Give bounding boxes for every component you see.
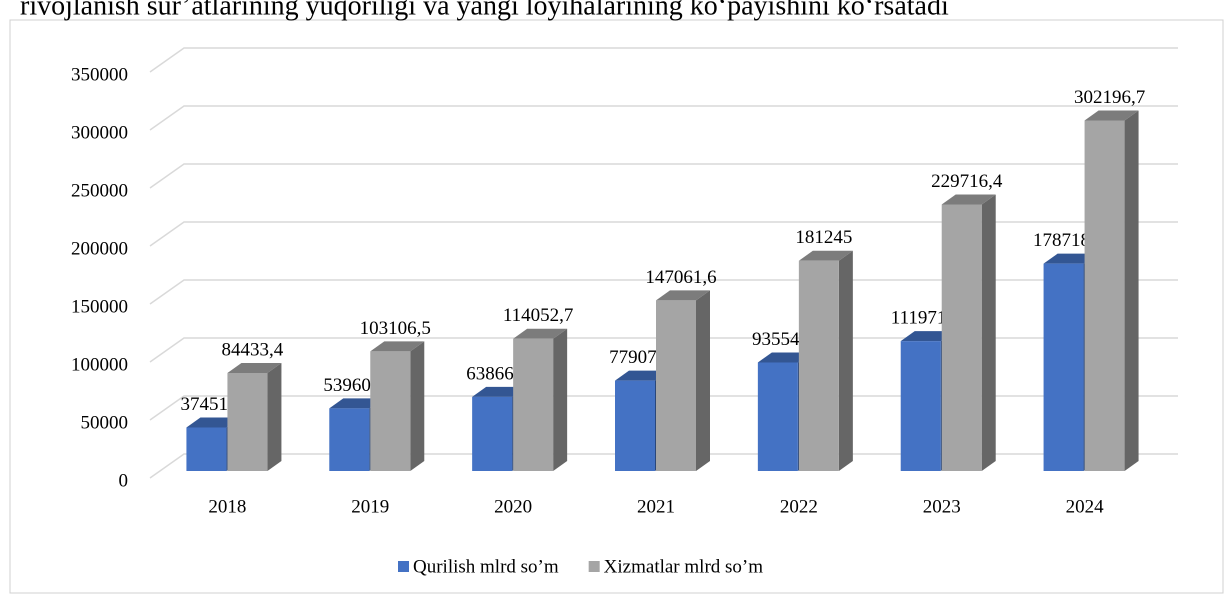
y-tick-label: 250000 bbox=[71, 180, 128, 201]
data-label: 53960,9 bbox=[323, 375, 385, 396]
bar-top bbox=[513, 328, 568, 339]
x-tick-label: 2021 bbox=[637, 496, 675, 517]
grid-line bbox=[149, 221, 1178, 247]
data-label: 93554,5 bbox=[752, 329, 814, 350]
bar-top bbox=[227, 363, 282, 374]
y-tick-label: 300000 bbox=[71, 122, 128, 143]
data-label: 302196,7 bbox=[1074, 87, 1145, 108]
bar-side bbox=[553, 328, 568, 471]
bar-front bbox=[900, 341, 941, 471]
chart-frame bbox=[9, 19, 1224, 594]
bar-top bbox=[757, 352, 812, 363]
bar-side bbox=[410, 341, 425, 471]
bar bbox=[370, 341, 425, 471]
x-tick-label: 2022 bbox=[780, 496, 818, 517]
bar-front bbox=[798, 260, 839, 471]
data-label: 77907,1 bbox=[609, 347, 671, 368]
x-tick-label: 2020 bbox=[494, 496, 532, 517]
x-tick-label: 2024 bbox=[1066, 496, 1105, 517]
data-label: 37451,7 bbox=[181, 394, 243, 415]
grid-line bbox=[149, 163, 1178, 189]
bar-front bbox=[656, 300, 696, 471]
bar-top bbox=[656, 290, 710, 301]
bar bbox=[1084, 110, 1139, 471]
bar-front bbox=[615, 380, 655, 471]
bar-front bbox=[227, 373, 268, 471]
legend-label: Qurilish mlrd so’m bbox=[413, 556, 559, 577]
bar-front bbox=[757, 362, 798, 471]
bar-side bbox=[1124, 110, 1139, 471]
data-label: 229716,4 bbox=[931, 171, 1003, 192]
data-label: 181245 bbox=[795, 227, 852, 248]
data-label: 114052,7 bbox=[503, 305, 574, 326]
bar bbox=[656, 290, 710, 471]
grid-line bbox=[149, 105, 1178, 131]
x-tick-label: 2019 bbox=[351, 496, 389, 517]
bar-top bbox=[1043, 253, 1098, 264]
y-tick-label: 350000 bbox=[71, 64, 128, 85]
bar-top bbox=[798, 250, 853, 261]
data-label: 63866,6 bbox=[466, 363, 528, 384]
bar-top bbox=[370, 341, 425, 352]
bar-side bbox=[838, 250, 853, 471]
bar-top bbox=[941, 194, 996, 205]
legend-swatch bbox=[588, 561, 600, 572]
chart-title: rivojlanish sur’atlarining yuqoriligi va… bbox=[20, 0, 949, 21]
bar-side bbox=[696, 290, 710, 471]
bar-top bbox=[472, 386, 527, 397]
bar-front bbox=[941, 204, 982, 471]
bar-front bbox=[1043, 263, 1084, 471]
bar-front bbox=[472, 396, 513, 471]
legend-swatch bbox=[398, 561, 409, 572]
bar-front bbox=[329, 408, 370, 471]
x-tick-label: 2018 bbox=[208, 496, 246, 517]
bar-front bbox=[1084, 120, 1125, 471]
bar bbox=[798, 250, 853, 471]
bar-front bbox=[513, 338, 554, 471]
legend-label: Xizmatlar mlrd so’m bbox=[604, 556, 764, 577]
bar-top bbox=[900, 331, 955, 342]
bar-front bbox=[370, 351, 411, 471]
bar-side bbox=[267, 363, 282, 471]
y-tick-label: 150000 bbox=[71, 296, 128, 317]
bar-top bbox=[615, 370, 669, 381]
grid-line bbox=[149, 47, 1178, 73]
y-tick-label: 100000 bbox=[71, 354, 128, 375]
y-tick-label: 0 bbox=[119, 470, 129, 491]
bar-top bbox=[329, 398, 384, 409]
data-label: 147061,6 bbox=[645, 267, 716, 288]
y-tick-label: 50000 bbox=[81, 412, 129, 433]
bar-top bbox=[1084, 110, 1139, 121]
bar bbox=[513, 328, 568, 471]
x-tick-label: 2023 bbox=[923, 496, 961, 517]
data-label: 84433,4 bbox=[222, 339, 284, 360]
y-tick-label: 200000 bbox=[71, 238, 128, 259]
bar-front bbox=[186, 427, 227, 471]
data-label: 103106,5 bbox=[360, 318, 431, 339]
bar bbox=[941, 194, 996, 471]
bar bbox=[227, 363, 282, 471]
bar-top bbox=[186, 417, 241, 428]
bar-side bbox=[981, 194, 996, 471]
